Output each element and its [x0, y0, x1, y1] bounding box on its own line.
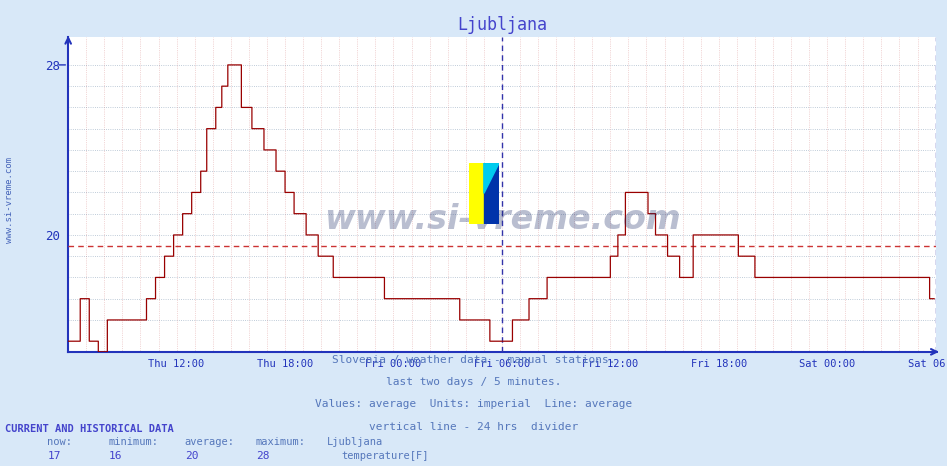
Text: average:: average: — [185, 438, 235, 447]
Text: 17: 17 — [47, 451, 61, 460]
Text: www.si-vreme.com: www.si-vreme.com — [5, 158, 14, 243]
Text: 28: 28 — [256, 451, 269, 460]
Text: www.si-vreme.com: www.si-vreme.com — [324, 203, 680, 236]
Text: now:: now: — [47, 438, 72, 447]
Text: temperature[F]: temperature[F] — [341, 451, 428, 460]
Text: maximum:: maximum: — [256, 438, 306, 447]
Text: last two days / 5 minutes.: last two days / 5 minutes. — [385, 377, 562, 387]
Text: Ljubljana: Ljubljana — [327, 438, 383, 447]
Text: CURRENT AND HISTORICAL DATA: CURRENT AND HISTORICAL DATA — [5, 425, 173, 434]
Text: 16: 16 — [109, 451, 122, 460]
Bar — [469, 163, 484, 224]
Text: Slovenia / weather data - manual stations.: Slovenia / weather data - manual station… — [331, 355, 616, 364]
Text: Values: average  Units: imperial  Line: average: Values: average Units: imperial Line: av… — [314, 399, 633, 409]
Text: vertical line - 24 hrs  divider: vertical line - 24 hrs divider — [369, 422, 578, 432]
Text: minimum:: minimum: — [109, 438, 159, 447]
Title: Ljubljana: Ljubljana — [456, 16, 547, 34]
Polygon shape — [484, 163, 499, 224]
Text: 20: 20 — [185, 451, 198, 460]
Polygon shape — [484, 163, 499, 193]
